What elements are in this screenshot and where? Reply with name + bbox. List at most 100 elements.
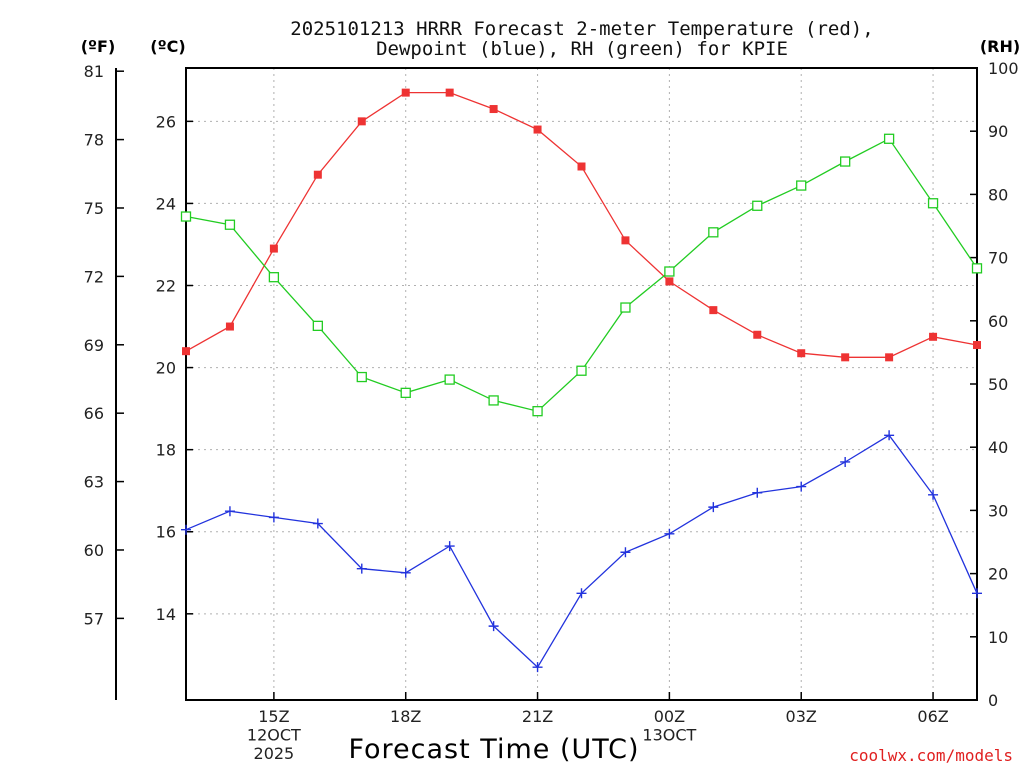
celsius-tick-label: 26	[156, 112, 176, 131]
series-layer	[180, 88, 983, 673]
fahrenheit-tick-label: 78	[84, 131, 104, 150]
dewpoint-point	[312, 518, 323, 529]
fahrenheit-unit-label: (ºF)	[81, 37, 116, 56]
x-tick-label: 13OCT	[642, 726, 696, 745]
fahrenheit-tick-label: 81	[84, 62, 104, 81]
dewpoint-point	[576, 588, 587, 599]
relative-humidity-point	[224, 219, 236, 230]
rh-tick-label: 70	[988, 249, 1008, 268]
rh-tick-label: 80	[988, 185, 1008, 204]
2-meter-temperature-point	[709, 306, 718, 315]
x-tick-label: 15Z	[258, 707, 289, 726]
fahrenheit-tick-label: 69	[84, 336, 104, 355]
2-meter-temperature-point	[225, 322, 234, 331]
x-tick-label: 03Z	[786, 707, 817, 726]
fahrenheit-tick-label: 57	[84, 609, 104, 628]
dewpoint-point	[488, 621, 499, 632]
dewpoint-point	[268, 512, 279, 523]
rh-tick-label: 20	[988, 565, 1008, 584]
relative-humidity-point	[444, 374, 455, 385]
credit-link[interactable]: coolwx.com/models	[849, 746, 1013, 765]
relative-humidity-point	[532, 406, 543, 417]
x-tick-label: 12OCT	[247, 726, 301, 745]
2-meter-temperature-point	[841, 353, 850, 362]
2-meter-temperature-point	[929, 332, 938, 341]
2-meter-temperature-point	[665, 277, 674, 286]
relative-humidity-point	[620, 302, 631, 313]
celsius-tick-label: 20	[156, 359, 176, 378]
dewpoint-point	[928, 489, 939, 500]
rh-tick-label: 0	[988, 691, 998, 710]
fahrenheit-tick-label: 72	[84, 267, 104, 286]
dewpoint-point	[532, 662, 543, 673]
2-meter-temperature-point	[401, 88, 410, 97]
dewpoint-point	[840, 456, 851, 467]
rh-unit-label: (RH)	[980, 37, 1020, 56]
celsius-unit-label: (ºC)	[150, 37, 185, 56]
2-meter-temperature-point	[973, 341, 981, 350]
relative-humidity-point	[927, 198, 939, 209]
relative-humidity-point	[796, 180, 807, 191]
fahrenheit-tick-label: 75	[84, 199, 104, 218]
celsius-tick-label: 22	[156, 277, 176, 296]
dewpoint-point	[972, 588, 982, 599]
x-tick-label: 06Z	[917, 707, 948, 726]
relative-humidity-point	[840, 156, 851, 167]
rh-tick-label: 100	[988, 59, 1019, 78]
fahrenheit-tick-label: 60	[84, 541, 104, 560]
2-meter-temperature-point	[533, 125, 542, 134]
relative-humidity-point	[180, 211, 192, 222]
2-meter-temperature-point	[753, 330, 762, 339]
rh-tick-label: 30	[988, 501, 1008, 520]
rh-tick-label: 50	[988, 375, 1008, 394]
relative-humidity-point	[268, 272, 280, 283]
dewpoint-point	[224, 506, 235, 517]
celsius-tick-label: 14	[156, 605, 176, 624]
2-meter-temperature-point	[885, 353, 894, 362]
rh-tick-label: 40	[988, 438, 1008, 457]
x-tick-label: 21Z	[522, 707, 553, 726]
relative-humidity-point	[312, 320, 323, 332]
dewpoint-point	[181, 524, 191, 535]
dewpoint-point	[620, 547, 631, 558]
x-tick-label: 00Z	[654, 707, 685, 726]
chart-title-line-2: Dewpoint (blue), RH (green) for KPIE	[376, 38, 788, 60]
x-tick-label: 18Z	[390, 707, 421, 726]
fahrenheit-tick-label: 63	[84, 473, 104, 492]
2-meter-temperature-point	[489, 105, 498, 114]
2-meter-temperature-point	[445, 88, 454, 97]
2-meter-temperature-point	[577, 162, 586, 171]
relative-humidity-point	[752, 200, 763, 211]
dewpoint-point	[444, 541, 455, 552]
dewpoint-point	[356, 563, 367, 574]
2-meter-temperature-line	[185, 91, 978, 358]
relative-humidity-point	[971, 263, 983, 274]
celsius-tick-label: 24	[156, 194, 176, 213]
relative-humidity-point	[708, 227, 719, 238]
rh-tick-label: 90	[988, 122, 1008, 141]
chart-title-line-1: 2025101213 HRRR Forecast 2-meter Tempera…	[290, 18, 873, 40]
celsius-tick-label: 18	[156, 441, 176, 460]
rh-tick-label: 10	[988, 628, 1008, 647]
relative-humidity-point	[576, 365, 587, 376]
dewpoint-point	[884, 430, 895, 441]
relative-humidity-point	[400, 387, 411, 398]
dewpoint-line	[185, 434, 978, 669]
2-meter-temperature-point	[357, 117, 366, 126]
2-meter-temperature-point	[182, 347, 190, 356]
x-tick-label: 2025	[254, 744, 295, 763]
2-meter-temperature-point	[313, 170, 322, 179]
fahrenheit-tick-label: 66	[84, 404, 104, 423]
dewpoint-point	[400, 567, 411, 578]
2-meter-temperature-point	[797, 349, 806, 358]
dewpoint-point	[752, 487, 763, 498]
relative-humidity-point	[488, 395, 499, 406]
2-meter-temperature-point	[269, 244, 278, 253]
dewpoint-point	[796, 481, 807, 492]
2-meter-temperature-point	[621, 236, 630, 245]
x-axis-label: Forecast Time (UTC)	[348, 734, 639, 765]
relative-humidity-point	[356, 371, 367, 383]
relative-humidity-point	[883, 133, 895, 144]
axes: 57 60 63 66 69 72 75 78 81 14 16 18 20 22 24 26 0 10 20 30 4…	[84, 59, 1019, 763]
